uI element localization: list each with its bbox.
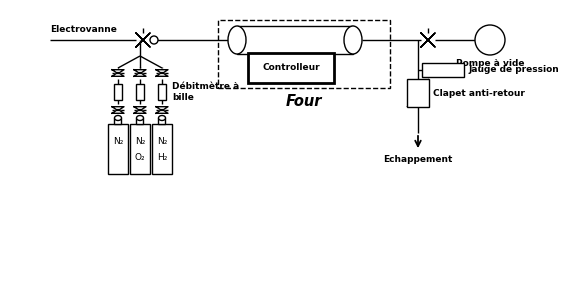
Bar [159, 118, 165, 124]
Bar [407, 79, 429, 107]
Ellipse shape [344, 26, 362, 54]
Bar [130, 124, 150, 174]
Text: N₂: N₂ [157, 136, 167, 145]
Polygon shape [421, 33, 435, 47]
Text: Four: Four [286, 94, 322, 109]
Text: Pompe à vide: Pompe à vide [456, 59, 524, 68]
Text: O₂: O₂ [135, 153, 145, 162]
Bar [136, 118, 144, 124]
Polygon shape [136, 33, 150, 47]
Polygon shape [134, 70, 146, 74]
Ellipse shape [114, 116, 122, 120]
Bar [114, 84, 122, 100]
Bar [108, 124, 128, 174]
Bar [218, 20, 390, 88]
Polygon shape [112, 107, 124, 111]
Bar [114, 118, 122, 124]
Ellipse shape [228, 26, 246, 54]
Text: Electrovanne: Electrovanne [50, 25, 117, 34]
Text: Jauge de pression: Jauge de pression [468, 66, 559, 74]
Bar [248, 53, 334, 83]
Bar [422, 63, 464, 77]
Bar [136, 84, 144, 100]
Text: N₂: N₂ [113, 136, 123, 145]
Polygon shape [134, 109, 146, 113]
Bar [237, 26, 353, 54]
Text: Echappement: Echappement [383, 155, 453, 164]
Polygon shape [136, 33, 150, 47]
Polygon shape [156, 70, 168, 74]
Text: H₂: H₂ [157, 153, 167, 162]
Text: Controlleur: Controlleur [262, 63, 320, 72]
Polygon shape [156, 107, 168, 111]
Circle shape [150, 36, 158, 44]
Polygon shape [134, 72, 146, 76]
Ellipse shape [159, 116, 165, 120]
Circle shape [475, 25, 505, 55]
Bar [152, 124, 172, 174]
Polygon shape [421, 33, 435, 47]
Polygon shape [112, 72, 124, 76]
Text: Clapet anti-retour: Clapet anti-retour [433, 89, 525, 97]
Polygon shape [112, 70, 124, 74]
Text: N₂: N₂ [135, 136, 145, 145]
Polygon shape [156, 109, 168, 113]
Text: Débitmètre à
bille: Débitmètre à bille [172, 82, 239, 103]
Bar [158, 84, 166, 100]
Polygon shape [112, 109, 124, 113]
Polygon shape [156, 72, 168, 76]
Ellipse shape [136, 116, 144, 120]
Polygon shape [134, 107, 146, 111]
